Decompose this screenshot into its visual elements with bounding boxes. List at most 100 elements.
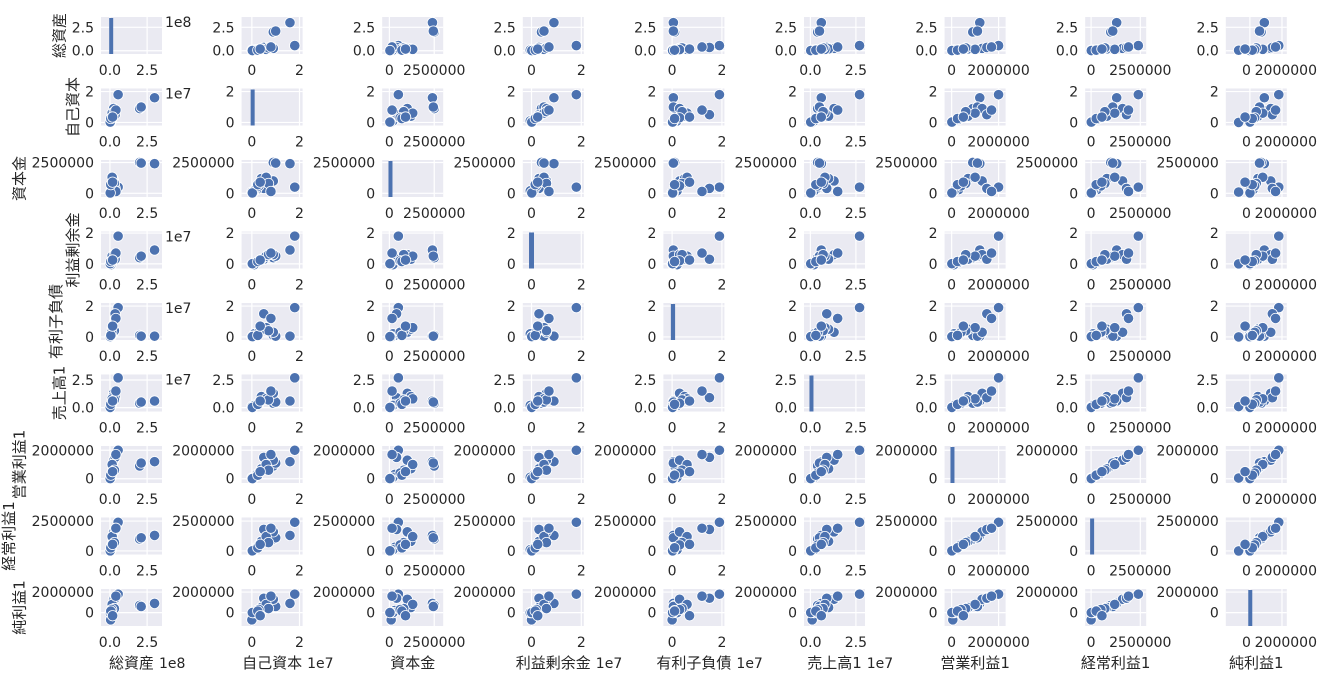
scatter-point [1132,302,1144,314]
scatter-point [1109,250,1121,262]
y-tick-label: 0 [1210,330,1219,346]
subplot-5-5: 0 2 0 2 [647,299,726,365]
x-tick-label: 2500000 [1109,349,1171,365]
x-tick-label: 2 [295,206,304,222]
scatter-point [392,89,404,101]
y-tick-label: 0.0 [775,44,797,60]
y-tick-label: 2 [788,85,797,101]
x-axis-label: 売上高1 [807,654,862,672]
x-tick-label: 0.0 [99,63,121,79]
scatter-point [969,250,981,262]
scatter-point [1239,538,1251,550]
y-tick-label: 2 [788,299,797,315]
scatter-point [570,444,582,456]
scatter-point [696,185,708,198]
scatter-point [1096,176,1108,188]
scatter-point [148,92,161,104]
scatter-point [1122,312,1135,325]
y-tick-label: 2 [1210,299,1219,315]
scatter-point [427,457,439,469]
y-axis-label-group: 純利益1 [11,580,29,635]
scatter-point [969,107,981,119]
scatter-point [289,516,301,528]
scatter-point [112,89,124,101]
scatter-point [148,330,161,342]
y-tick-label: 0 [226,186,235,202]
y-tick-label: 2000000 [1156,585,1218,601]
scatter-point [853,588,866,600]
scatter-point [1109,458,1121,471]
scatter-point [265,590,277,602]
scatter-point [284,244,296,256]
x-tick-label: 2.5 [845,421,867,437]
x-tick-label: 2500000 [1109,135,1171,151]
y-tick-label: 0 [366,544,375,560]
x-tick-label: 0 [527,492,536,508]
y-tick-label: 0.0 [1197,44,1219,60]
y-tick-label: 2500000 [1156,155,1218,171]
scatter-point [135,330,147,342]
x-tick-label: 0 [1242,206,1251,222]
scatter-point [669,179,681,191]
y-tick-label: 0 [788,606,797,622]
x-tick-label: 0 [668,564,677,580]
x-tick-label: 2500000 [1109,492,1171,508]
x-tick-label: 0.0 [799,349,821,365]
scatter-point [107,254,119,266]
y-tick-label: 2000000 [594,443,656,459]
y-tick-label: 0.0 [1197,401,1219,417]
x-tick-label: 0 [527,135,536,151]
subplot-8-4: 0 2 0 2500000 [453,514,585,579]
panel-background [1225,589,1287,626]
y-tick-label: 2.5 [72,20,94,36]
scatter-point [543,522,555,534]
y-tick-label: 2000000 [875,443,937,459]
subplot-8-7: 0 2000000 0 2500000 [875,514,1030,579]
subplot-9-5: 0 2 0 2000000 [594,585,726,651]
subplot-7-4: 0 2 0 2000000 [453,443,585,508]
scatter-point [957,538,969,550]
y-tick-label: 2000000 [453,585,515,601]
y-tick-label: 2.5 [915,373,937,389]
y-tick-label: 2500000 [735,155,797,171]
x-tick-label: 2 [295,63,304,79]
scatter-point [148,597,161,609]
y-axis-label-group: 有利子負債 [47,284,65,359]
x-tick-label: 0.0 [799,564,821,580]
x-tick-label: 2.5 [136,564,158,580]
x-tick-label: 0.0 [99,349,121,365]
x-tick-label: 2 [295,421,304,437]
subplot-7-2: 0 2 0 2000000 [172,443,304,508]
scatter-point [148,244,161,256]
y-tick-label: 0 [1069,472,1078,488]
subplot-4-4: 0 2 0 2 [507,226,586,293]
x-axis-label: 自己資本 [242,654,302,672]
y-tick-label: 2500000 [1156,514,1218,530]
scatter-point [1132,89,1144,101]
x-tick-label: 0 [1087,63,1096,79]
subplot-4-6: 0.0 2.5 0 2 [788,226,867,293]
scatter-point [1273,372,1285,384]
scatter-point [107,610,119,622]
subplot-9-2: 0 2 0 2000000 [172,585,304,651]
x-tick-label: 0.0 [99,635,121,651]
x-axis-label: 総資産 [109,654,154,672]
y-tick-label: 0 [1069,330,1078,346]
scatter-point [399,254,412,266]
scatter-point [1107,157,1119,169]
x-tick-label: 0 [1087,635,1096,651]
scatter-point [703,392,716,404]
y-tick-label: 0 [226,472,235,488]
y-tick-label: 2 [85,226,94,242]
scatter-point [813,157,826,169]
y-axis-label-group: 利益剰余金 [64,212,82,287]
x-tick-label: 0 [247,135,256,151]
x-tick-label: 0 [247,492,256,508]
scatter-point [1096,466,1108,478]
y-axis-label-group: 売上高1 [51,366,69,421]
scatter-point [386,312,398,325]
scatter-point [384,606,396,619]
y-tick-label: 0 [929,330,938,346]
x-tick-label: 2.5 [136,349,158,365]
scatter-point [532,610,544,622]
